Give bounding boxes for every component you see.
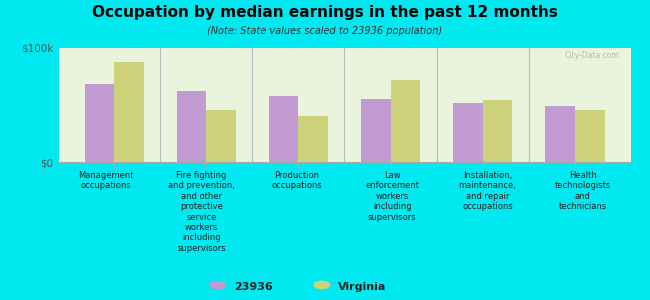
Text: Virginia: Virginia [338,281,386,292]
Text: (Note: State values scaled to 23936 population): (Note: State values scaled to 23936 popu… [207,26,443,35]
Bar [298,116,328,162]
Bar [391,80,420,162]
Text: 23936: 23936 [234,281,273,292]
Text: Installation,
maintenance,
and repair
occupations: Installation, maintenance, and repair oc… [458,171,517,211]
Bar [575,110,604,162]
Bar [206,110,236,162]
Text: Management
occupations: Management occupations [79,171,134,190]
Text: Occupation by median earnings in the past 12 months: Occupation by median earnings in the pas… [92,4,558,20]
Bar [361,99,391,162]
Bar [545,106,575,162]
Bar [269,96,298,162]
Text: Production
occupations: Production occupations [272,171,322,190]
Text: Fire fighting
and prevention,
and other
protective
service
workers
including
sup: Fire fighting and prevention, and other … [168,171,235,253]
Bar [483,100,512,162]
Bar [84,85,114,162]
Text: Health
technologists
and
technicians: Health technologists and technicians [554,171,611,211]
Bar [177,91,206,162]
Text: Law
enforcement
workers
including
supervisors: Law enforcement workers including superv… [365,171,419,222]
Bar [114,62,144,162]
Text: City-Data.com: City-Data.com [564,51,619,60]
Bar [453,103,483,162]
